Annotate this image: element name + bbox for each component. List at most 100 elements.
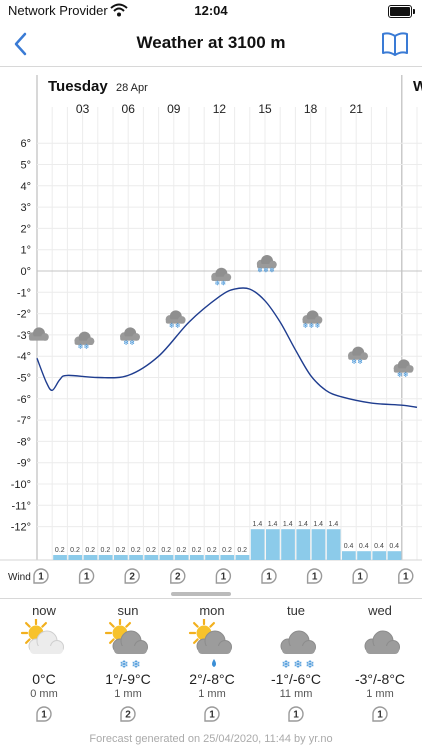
precipitation-bar [220,555,235,560]
precipitation-bar [205,555,219,560]
snowflake-icon: ❄ [303,322,309,330]
forecast-day-mon[interactable]: mon 2°/-8°C 1 mm 1 [170,599,254,729]
snowflake-icon: ❄ [403,371,409,379]
wind-value: 1 [209,710,215,721]
cloud-snow-icon: ❄ ❄ [393,359,414,379]
snowflake-icon: ❄ [220,279,226,287]
snowflake-icon: ❄ [357,358,363,366]
forecast-day-tue[interactable]: tue ❄ ❄ ❄ -1°/-6°C 11 mm 1 [254,599,338,729]
snowflake-icon: ❄ [269,267,275,275]
precipitation-value: 0.2 [116,547,126,554]
svg-text:❄: ❄ [119,659,128,671]
precipitation-value: 0.2 [146,547,156,554]
cloud-icon [28,630,64,654]
snowflake-icon: ❄ [169,322,175,330]
wind-marker: 2 [170,568,186,584]
forecast-footer: Forecast generated on 25/04/2020, 11:44 … [89,733,333,745]
wind-value: 1 [377,710,383,721]
precipitation-bar [83,555,98,560]
snowflake-icon: ❄ [129,339,135,347]
y-tick-label: 0° [20,266,31,278]
battery-icon [388,5,415,18]
precipitation-bar [53,555,67,560]
forecast-day-name: mon [199,603,225,618]
status-bar: Network Provider 12:04 [0,0,422,22]
chevron-left-icon [14,32,27,56]
book-icon [382,32,408,56]
guide-button[interactable] [380,30,410,58]
wind-value: 1 [38,572,44,583]
wind-value: 1 [84,572,90,583]
cloud-snow-icon: ❄ ❄ ❄ [302,310,323,330]
precipitation-value: 1.4 [329,521,339,528]
y-tick-label: 1° [20,245,31,257]
precipitation-value: 0.2 [192,547,202,554]
precipitation-bar [129,555,143,560]
temperature-chart[interactable]: Tuesday 28 Apr W 03 06 09 12 15 18 21 6°5°4°3°… [0,67,422,597]
y-tick-label: -4° [17,351,31,363]
x-tick-label: 18 [304,102,318,116]
wind-marker: 1 [261,568,277,584]
wind-marker: 1 [78,568,95,584]
precipitation-value: 0.2 [222,547,232,554]
precipitation-bar [159,555,174,560]
cloud-icon [112,630,148,654]
chart-precipitation: 0.2 0.2 0.2 0.2 0.2 0.2 0.2 0.2 0.2 0.2 0.2 0.2 0.2 1… [53,521,402,560]
forecast-day-now[interactable]: now 0°C 0 mm 1 [2,599,86,729]
precipitation-value: 1.4 [313,521,323,528]
scroll-indicator[interactable] [171,592,231,596]
x-tick-label: 06 [122,102,136,116]
chart-y-ticks: 6° 5° 4° 3° 2° 1° 0° -1° -2° -3° -4° -5° -6° -7° -8° -9… [11,138,31,533]
forecast-day-wed[interactable]: wed -3°/-8°C 1 mm 1 [338,599,422,729]
precipitation-bar [372,551,387,560]
wind-marker: 1 [306,568,323,584]
precipitation-bar [326,529,341,560]
precipitation-bar [266,529,280,560]
chart-date-label: 28 Apr [116,82,148,94]
temperature-line [36,287,418,408]
precipitation-bar [174,555,189,560]
precipitation-value: 0.2 [207,547,217,554]
y-tick-label: 3° [20,202,31,214]
y-tick-label: -11° [12,500,31,512]
wind-value: 2 [125,710,131,721]
carrier-name: Network Provider [8,3,108,18]
cloud-snow-icon: ❄ ❄ [74,331,95,351]
forecast-day-name: now [32,603,56,618]
forecast-day-precipitation: 1 mm [198,688,226,700]
precipitation-value: 0.2 [70,547,80,554]
snowflake-icon: ❄ [263,267,269,275]
precipitation-bar [144,555,159,560]
back-button[interactable] [6,28,38,60]
snowflake-icon: ❄ [78,343,84,351]
precipitation-bar [357,551,371,560]
wind-marker: 1 [215,568,232,584]
precipitation-bar [98,555,113,560]
forecast-day-name: sun [117,603,139,618]
precipitation-bar [68,555,83,560]
forecast-day-temperature: -1°/-6°C [270,671,322,687]
wind-marker: 1 [204,706,220,722]
precipitation-value: 0.2 [177,547,187,554]
y-tick-label: -12° [11,522,31,534]
y-tick-label: -5° [17,373,31,385]
precipitation-value: 0.2 [101,547,111,554]
precipitation-bar [296,529,311,560]
precipitation-value: 1.4 [283,521,293,528]
sun-cloud-icon [19,617,69,676]
precipitation-value: 0.2 [55,547,65,554]
y-tick-label: 5° [20,160,31,172]
svg-text:❄: ❄ [293,659,302,671]
x-tick-label: 12 [213,102,227,116]
chart-wind-row: Wind 1 1 2 2 1 1 1 1 1 [8,568,414,584]
forecast-day-sun[interactable]: sun ❄ ❄ 1°/-9°C 1 mm 2 [86,599,170,729]
sun-cloud-snow-icon: ❄ ❄ [103,617,153,676]
cloud-snow-icon: ❄ ❄ [348,346,369,366]
snowflake-icon: ❄ [315,322,321,330]
status-time: 12:04 [194,3,228,18]
y-tick-label: -3° [17,330,31,342]
page-title: Weather at 3100 m [136,33,286,52]
precipitation-value: 0.2 [237,547,247,554]
svg-text:❄: ❄ [305,659,314,671]
forecast-day-precipitation: 1 mm [114,688,142,700]
